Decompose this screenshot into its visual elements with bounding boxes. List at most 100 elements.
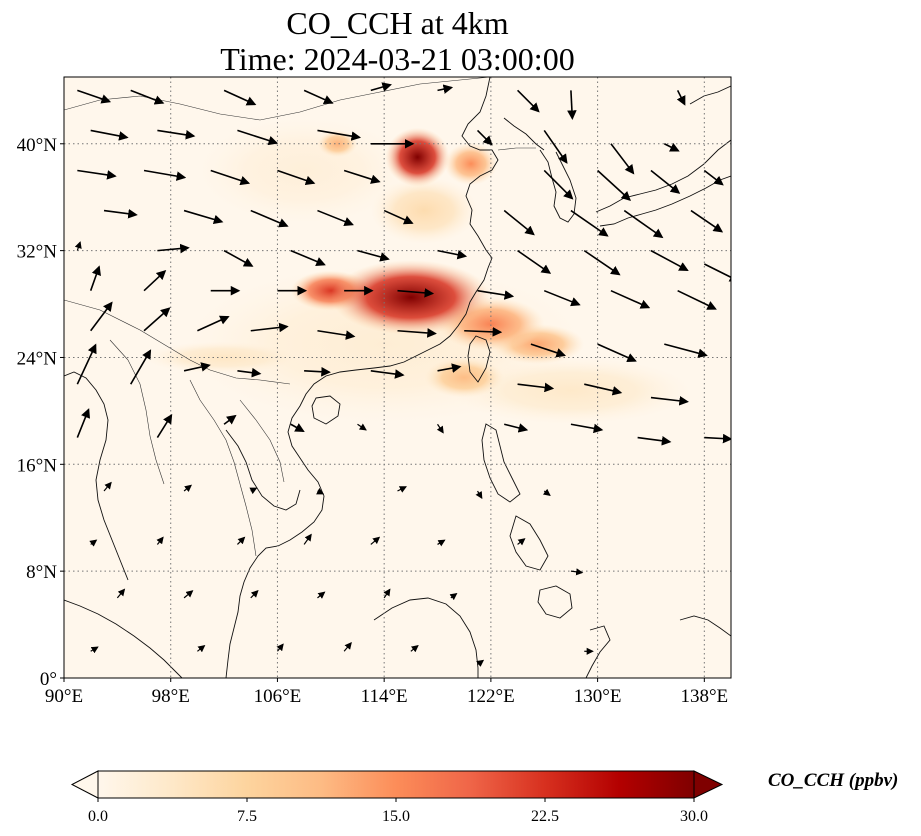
wind-arrow [223,249,254,267]
wind-arrow [464,327,503,337]
co-plume [370,177,478,244]
colorbar-ticks: 0.0 7.5 15.0 22.5 30.0 [88,798,708,825]
wind-arrow [597,343,637,363]
map-title: CO_CCH at 4km [286,5,509,41]
co-plume [317,130,358,158]
wind-arrow [74,241,82,251]
colorbar-extend-min [70,770,99,799]
wind-arrow [410,644,419,653]
wind-arrow [237,129,279,146]
wind-arrow [543,169,574,200]
wind-arrow [650,249,689,271]
plot-area [63,76,732,679]
colorbar-title: CO_CCH (ppbv) [768,770,899,791]
wind-arrow [197,644,206,653]
coastline-newguinea [679,615,731,637]
wind-arrow [183,362,211,372]
wind-arrow [567,90,577,120]
wind-arrow [517,382,555,393]
wind-arrow [317,129,362,141]
wind-arrow [703,169,724,186]
longitude-tick-label: 138°E [680,686,728,707]
longitude-tick-label: 98°E [152,686,190,707]
wind-arrow [437,249,468,260]
wind-arrow [250,322,289,333]
longitude-tick-label: 90°E [45,686,83,707]
wind-arrow [290,249,326,266]
wind-arrow [476,659,485,667]
wind-arrow [397,288,435,298]
coastline-hokkaido [689,85,731,105]
wind-arrow [477,289,515,300]
wind-arrow [476,129,493,146]
wind-arrow [383,588,391,599]
wind-arrow [370,536,381,545]
wind-arrow [183,209,224,225]
coastlines [64,77,731,678]
wind-arrow [90,129,129,141]
longitude-ticks: 90°E 98°E 106°E 114°E 122°E 130°E 138°E [45,678,728,707]
wind-arrow [650,396,689,406]
longitude-tick-label: 122°E [467,686,515,707]
wind-arrow [436,423,444,434]
wind-arrow [317,591,326,599]
wind-arrow [570,209,609,237]
wind-arrow [383,209,414,225]
wind-arrow [703,263,731,282]
wind-arrow [343,641,352,652]
colorbar: 0.0 7.5 15.0 22.5 30.0 [70,770,724,825]
colorbar-tick-label: 30.0 [680,808,708,825]
coastline-mainland [225,77,499,678]
longitude-tick-label: 114°E [361,686,408,707]
wind-arrow [663,142,680,152]
wind-arrow [437,539,446,547]
coastline-japan-south [599,175,731,227]
wind-arrow [223,414,237,425]
borders [64,77,536,557]
longitude-tick-label: 130°E [574,686,622,707]
wind-arrow [623,209,664,239]
wind-arrow [397,328,437,338]
wind-arrow [89,539,98,547]
colorbar-tick-label: 0.0 [88,808,108,825]
wind-arrow [677,289,717,310]
wind-arrow [304,366,331,377]
wind-vectors [74,82,731,667]
coastline-indochina-gulf [225,429,301,511]
wind-arrow [290,423,305,433]
coastline-taiwan [467,335,491,383]
wind-arrow [503,209,535,236]
coastline-hainan [311,395,341,425]
wind-arrow [517,249,552,274]
wind-arrow [76,343,97,385]
colorbar-tick-label: 15.0 [382,808,410,825]
latitude-tick-label: 40°N [17,135,58,156]
wind-arrow [357,249,390,262]
coastline-borneo [373,597,479,678]
wind-arrow [116,588,126,599]
wind-arrow [90,646,99,654]
coastline-mindanao [537,585,573,619]
co-plume [385,127,450,187]
latitude-tick-label: 24°N [17,348,58,369]
wind-arrow [676,89,686,106]
wind-arrow [197,315,230,332]
border-indochina [189,379,257,557]
latitude-tick-label: 32°N [17,242,58,263]
latitude-tick-label: 0° [40,669,57,690]
wind-arrow [303,533,312,545]
colorbar-extend-max [693,770,724,799]
wind-arrow [650,169,681,194]
wind-arrow [143,269,167,292]
colorbar-tick-label: 7.5 [237,808,257,825]
co-plume [450,357,691,425]
border-china-north [64,77,491,121]
border-myanmar [109,339,165,485]
wind-arrow [130,349,152,385]
wind-arrow [637,436,672,446]
colorbar-gradient [97,770,695,799]
wind-arrow [704,433,731,444]
wind-arrow [250,590,259,599]
wind-arrow [370,369,405,379]
